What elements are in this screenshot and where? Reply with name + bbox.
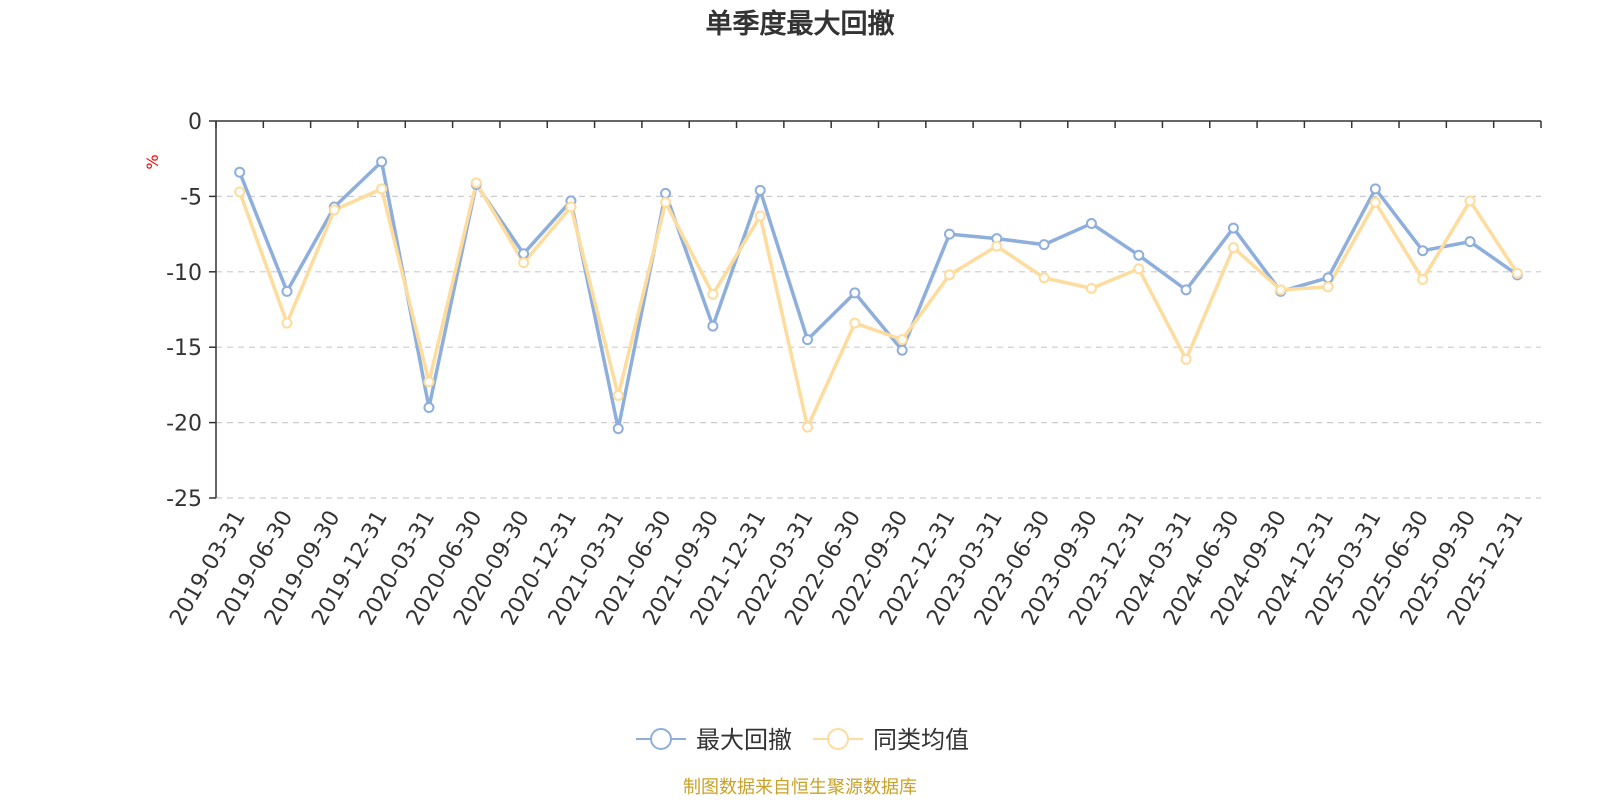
series-0-point-15 <box>943 228 955 240</box>
series-1-point-23 <box>1322 281 1334 293</box>
legend-marker-max-drawdown <box>650 728 672 750</box>
series-1-point-21 <box>1227 242 1239 254</box>
series-1-point-18 <box>1085 282 1097 294</box>
legend-item-max-drawdown[interactable]: 最大回撤 <box>636 726 792 754</box>
y-tick-label-0: 0 <box>188 110 202 135</box>
series-1-point-27 <box>1511 267 1523 279</box>
source-note: 制图数据来自恒生聚源数据库 <box>683 777 917 798</box>
series-0-point-20 <box>1180 284 1192 296</box>
series-0-point-1 <box>281 285 293 297</box>
series-1-point-1 <box>281 317 293 329</box>
series-1-point-2 <box>328 204 340 216</box>
series-0-point-8 <box>612 423 624 435</box>
series-1-point-5 <box>470 177 482 189</box>
y-tick-label-4: -20 <box>166 412 202 437</box>
series-1-point-24 <box>1369 196 1381 208</box>
series-1-point-22 <box>1275 284 1287 296</box>
legend-marker-peer-average <box>827 728 849 750</box>
y-tick-label-1: -5 <box>180 185 202 210</box>
series-0-point-21 <box>1227 222 1239 234</box>
series-1-point-15 <box>943 269 955 281</box>
y-tick-label-2: -10 <box>166 261 202 286</box>
legend: 最大回撤 同类均值 <box>636 726 969 754</box>
chart-title: 单季度最大回撤 <box>706 8 895 40</box>
series-1-point-14 <box>896 334 908 346</box>
series-0-point-11 <box>754 184 766 196</box>
series-0-point-3 <box>376 156 388 168</box>
series-1-point-3 <box>376 183 388 195</box>
series-1-point-17 <box>1038 272 1050 284</box>
axis-layer: 0-5-10-15-20-252019-03-312019-06-302019-… <box>165 110 1542 630</box>
grid-layer <box>216 195 1541 499</box>
y-tick-label-5: -25 <box>166 487 202 512</box>
y-tick-label-3: -15 <box>166 336 202 361</box>
series-1-point-10 <box>707 288 719 300</box>
series-1-point-12 <box>802 421 814 433</box>
series-1-point-9 <box>660 196 672 208</box>
series-line-0 <box>237 159 1520 431</box>
series-0-point-17 <box>1038 239 1050 251</box>
series-0-point-13 <box>849 287 861 299</box>
series-0-point-18 <box>1085 218 1097 230</box>
series-0-point-26 <box>1464 236 1476 248</box>
series-1-point-8 <box>612 389 624 401</box>
series-1-point-26 <box>1464 195 1476 207</box>
series-1-point-16 <box>991 240 1003 252</box>
series-1-point-0 <box>234 186 246 198</box>
legend-label-peer-average: 同类均值 <box>873 726 969 754</box>
series-1-point-25 <box>1417 273 1429 285</box>
series-1-point-19 <box>1133 263 1145 275</box>
series-0-point-0 <box>234 166 246 178</box>
series-0-point-6 <box>518 248 530 260</box>
series-1-point-20 <box>1180 353 1192 365</box>
series-line-1 <box>237 181 1520 429</box>
series-0-point-23 <box>1322 272 1334 284</box>
series-0-point-10 <box>707 320 719 332</box>
series-1-point-4 <box>423 376 435 388</box>
series-0-point-12 <box>802 334 814 346</box>
legend-item-peer-average[interactable]: 同类均值 <box>813 726 969 754</box>
series-1-point-11 <box>754 210 766 222</box>
series-0-point-9 <box>660 187 672 199</box>
series-1-point-13 <box>849 317 861 329</box>
series-0-point-25 <box>1417 245 1429 257</box>
series-1-point-6 <box>518 257 530 269</box>
series-0-point-24 <box>1369 183 1381 195</box>
legend-label-max-drawdown: 最大回撤 <box>696 726 792 754</box>
y-axis-unit-label: % <box>143 154 162 169</box>
series-1-point-7 <box>565 201 577 213</box>
series-0-point-19 <box>1133 249 1145 261</box>
series-0-point-14 <box>896 344 908 356</box>
series-layer <box>234 156 1523 435</box>
series-0-point-4 <box>423 402 435 414</box>
